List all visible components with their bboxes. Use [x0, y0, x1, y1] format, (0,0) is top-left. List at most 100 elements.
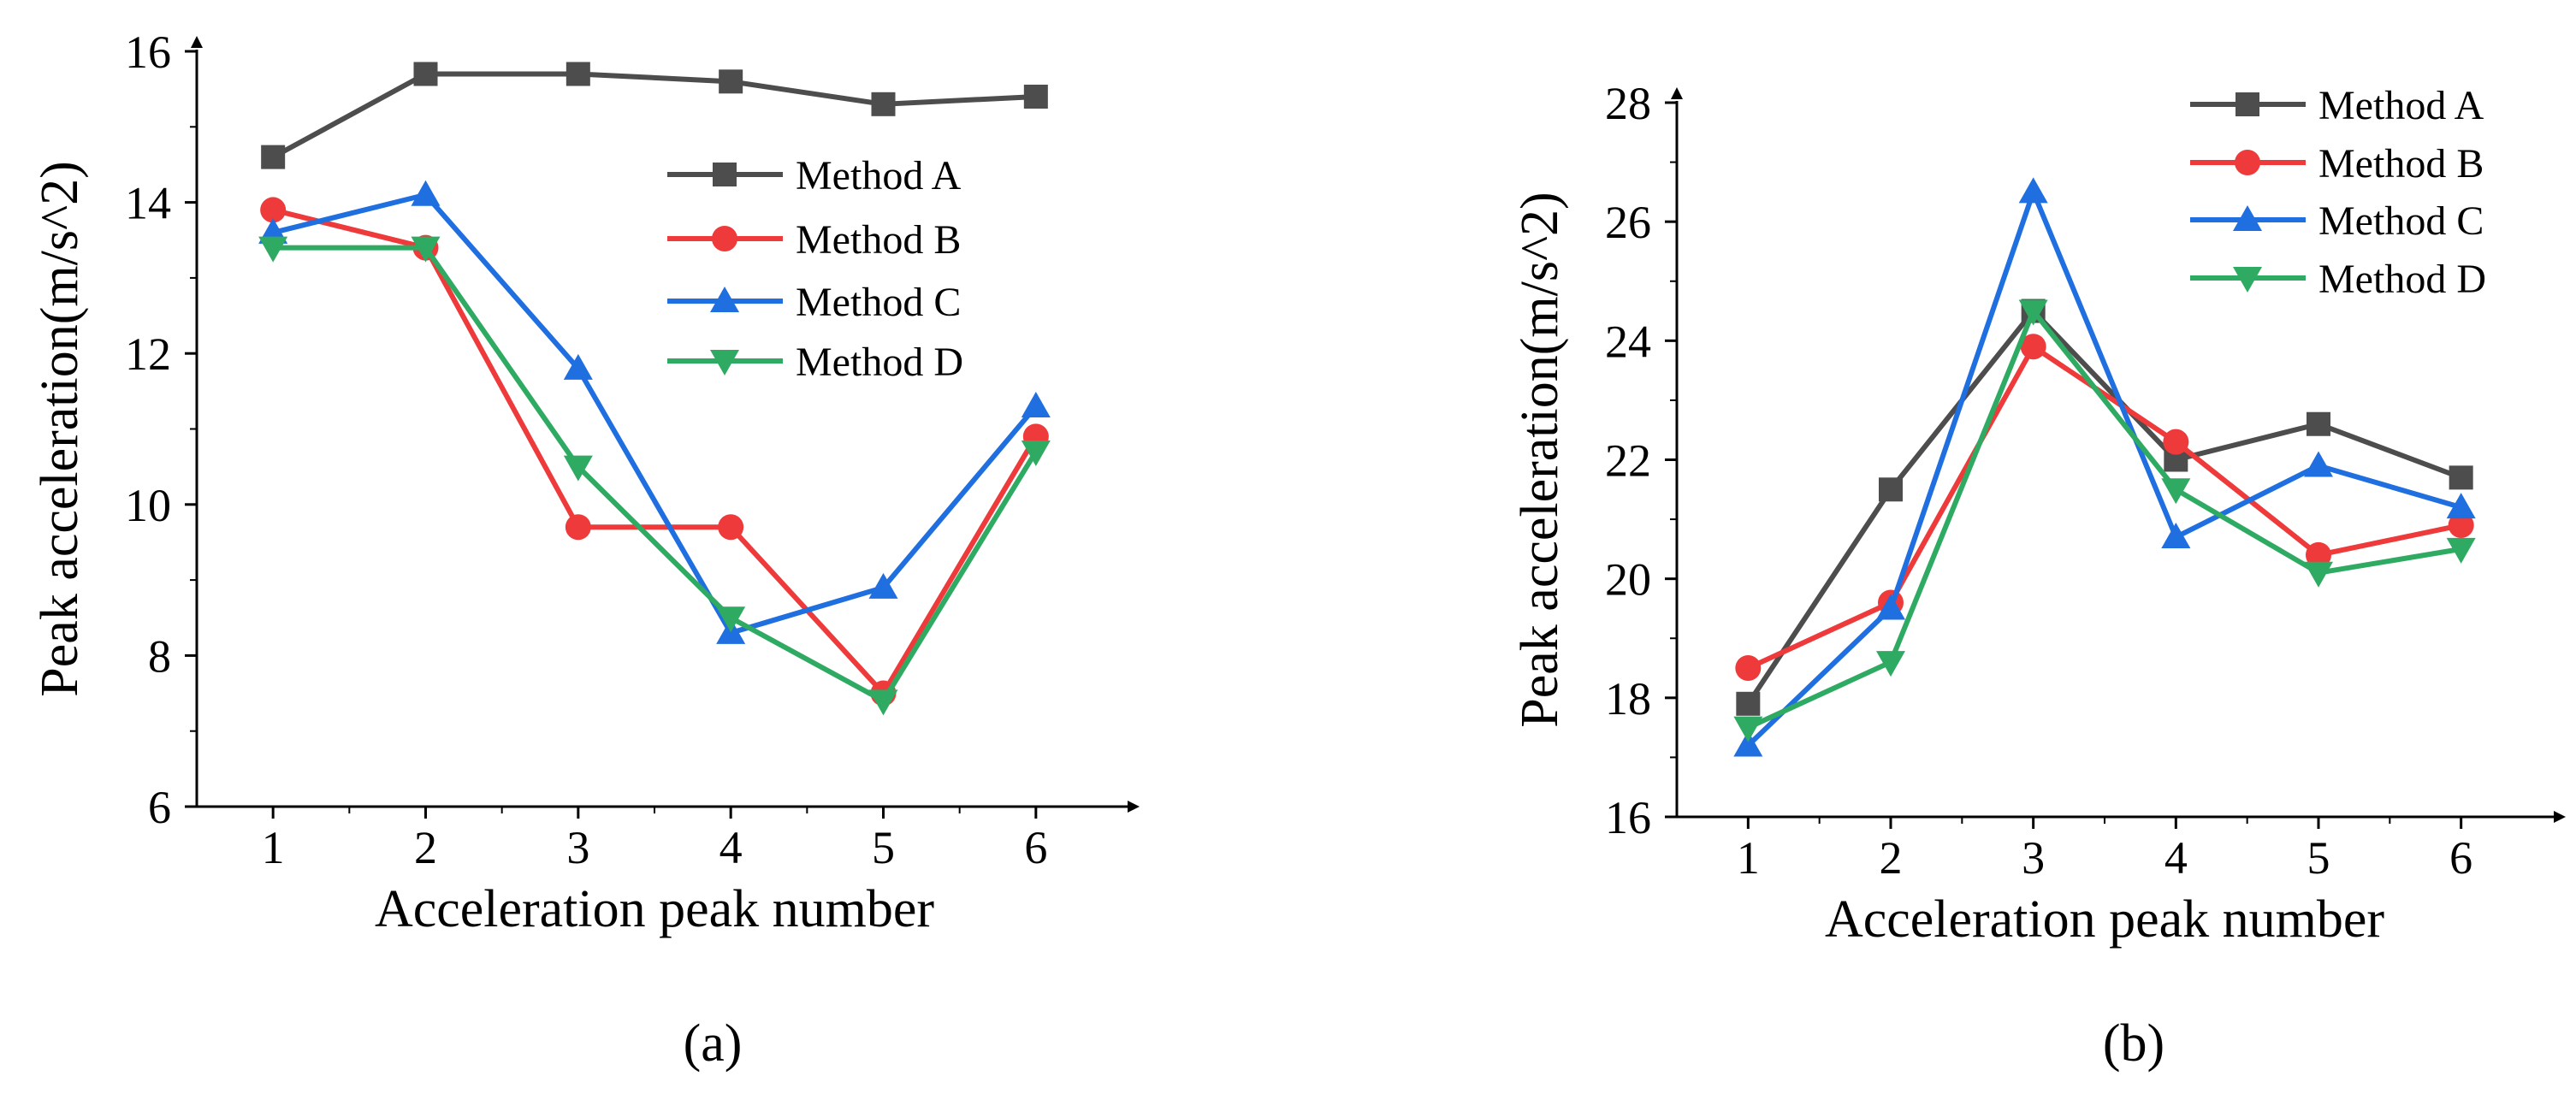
- data-point-method-d: [2161, 478, 2191, 505]
- x-tick-label: 1: [262, 822, 285, 873]
- data-point-method-d: [868, 689, 898, 716]
- data-point-method-a: [2307, 411, 2330, 436]
- legend-marker-method-c: [2233, 205, 2262, 231]
- legend-marker-method-a: [713, 163, 737, 186]
- data-point-method-c: [2161, 522, 2191, 548]
- data-point-method-a: [261, 145, 286, 169]
- panel-a-caption: (a): [684, 1014, 743, 1073]
- data-point-method-b: [2163, 429, 2189, 455]
- x-axis-label: Acceleration peak number: [375, 880, 934, 938]
- data-point-method-c: [1876, 594, 1905, 620]
- series-line-method-a: [271, 71, 1036, 160]
- legend-label-method-d: Method D: [2318, 257, 2486, 302]
- data-point-method-b: [2306, 541, 2331, 568]
- data-point-method-a: [1023, 84, 1048, 109]
- data-point-method-b: [565, 514, 591, 541]
- data-point-method-a: [1736, 691, 1761, 716]
- series-method-d: [258, 236, 1051, 716]
- x-tick-label: 6: [2449, 832, 2472, 884]
- y-tick-label: 16: [125, 27, 171, 78]
- x-tick-label: 5: [2307, 832, 2330, 884]
- data-point-method-c: [411, 180, 441, 206]
- x-axis-label: Acceleration peak number: [1825, 890, 2384, 949]
- y-tick-label: 24: [1605, 316, 1651, 367]
- y-axis-arrow: [1671, 87, 1683, 99]
- series-method-c: [1733, 177, 2476, 757]
- legend-b: Method A Method B Method C Method D: [2190, 83, 2486, 302]
- series-line-method-d: [273, 245, 1039, 704]
- x-tick-label: 4: [2164, 832, 2188, 884]
- chart-panel-b: 16 18 20 22 24 26 28 1 2 3 4 5 6 Acceleration peak nu…: [1511, 78, 2566, 949]
- legend-label-method-b: Method B: [796, 217, 961, 263]
- data-point-method-a: [413, 62, 438, 86]
- legend-label-method-b: Method B: [2318, 141, 2484, 186]
- legend-marker-method-d: [710, 350, 739, 376]
- series-line-method-d: [1747, 308, 2462, 730]
- data-point-method-c: [2304, 451, 2333, 477]
- y-tick-label: 20: [1605, 554, 1651, 606]
- legend-marker-method-d: [2233, 267, 2262, 293]
- x-tick-label: 3: [2022, 832, 2045, 884]
- series-method-b: [260, 197, 1049, 707]
- series-method-a: [1736, 299, 2473, 716]
- y-tick-label: 12: [125, 328, 171, 380]
- panel-b-caption: (b): [2103, 1014, 2164, 1073]
- y-tick-label: 28: [1605, 78, 1651, 129]
- data-point-method-d: [1021, 440, 1051, 466]
- data-point-method-d: [563, 455, 593, 482]
- x-tick-label: 4: [720, 822, 743, 873]
- data-point-method-a: [566, 62, 590, 86]
- series-line-method-b: [1747, 344, 2462, 671]
- legend-label-method-c: Method C: [796, 280, 961, 325]
- x-tick-label: 2: [414, 822, 437, 873]
- data-point-method-c: [2018, 177, 2048, 204]
- data-point-method-d: [2446, 537, 2476, 564]
- data-point-method-a: [1879, 477, 1903, 502]
- y-tick-label: 8: [148, 630, 171, 682]
- legend-a: Method A Method B Method C Method D: [667, 153, 963, 385]
- data-point-method-d: [2018, 299, 2048, 326]
- data-point-method-c: [1733, 730, 1763, 757]
- legend-label-method-a: Method A: [2318, 83, 2484, 128]
- data-point-method-d: [1733, 716, 1763, 742]
- data-point-method-b: [1735, 655, 1762, 682]
- data-point-method-c: [2446, 493, 2476, 519]
- data-point-method-c: [1021, 392, 1051, 418]
- x-tick-label: 3: [566, 822, 589, 873]
- legend-marker-method-b: [2235, 150, 2260, 175]
- data-point-method-c: [868, 572, 898, 599]
- data-point-method-d: [2304, 561, 2333, 588]
- series-line-method-a: [1745, 308, 2462, 706]
- x-axis-arrow: [2554, 811, 2566, 823]
- data-point-method-d: [1876, 651, 1905, 677]
- data-point-method-c: [563, 353, 593, 380]
- legend-label-method-a: Method A: [796, 153, 962, 198]
- series-method-d: [1733, 299, 2476, 742]
- x-tick-label: 6: [1024, 822, 1047, 873]
- y-tick-label: 26: [1605, 197, 1651, 248]
- data-point-method-a: [871, 92, 896, 116]
- x-axis-arrow: [1128, 801, 1140, 813]
- y-tick-label: 16: [1605, 792, 1651, 843]
- data-point-method-d: [411, 236, 441, 263]
- legend-marker-method-a: [2235, 92, 2259, 116]
- y-tick-label: 14: [125, 178, 171, 229]
- series-line-method-c: [272, 192, 1039, 636]
- x-tick-label: 2: [1880, 832, 1903, 884]
- data-point-method-b: [2020, 334, 2046, 360]
- data-point-method-d: [258, 236, 288, 263]
- y-axis-arrow: [191, 36, 203, 48]
- series-line-method-c: [1746, 189, 2462, 748]
- y-tick-label: 22: [1605, 435, 1651, 487]
- legend-marker-method-b: [712, 226, 737, 251]
- data-point-method-b: [718, 514, 744, 541]
- y-tick-label: 10: [125, 480, 171, 531]
- legend-label-method-d: Method D: [796, 340, 963, 385]
- y-tick-label: 6: [148, 782, 171, 833]
- series-line-method-b: [272, 207, 1039, 696]
- x-tick-label: 1: [1737, 832, 1760, 884]
- data-point-method-a: [719, 69, 743, 94]
- legend-marker-method-c: [710, 287, 739, 312]
